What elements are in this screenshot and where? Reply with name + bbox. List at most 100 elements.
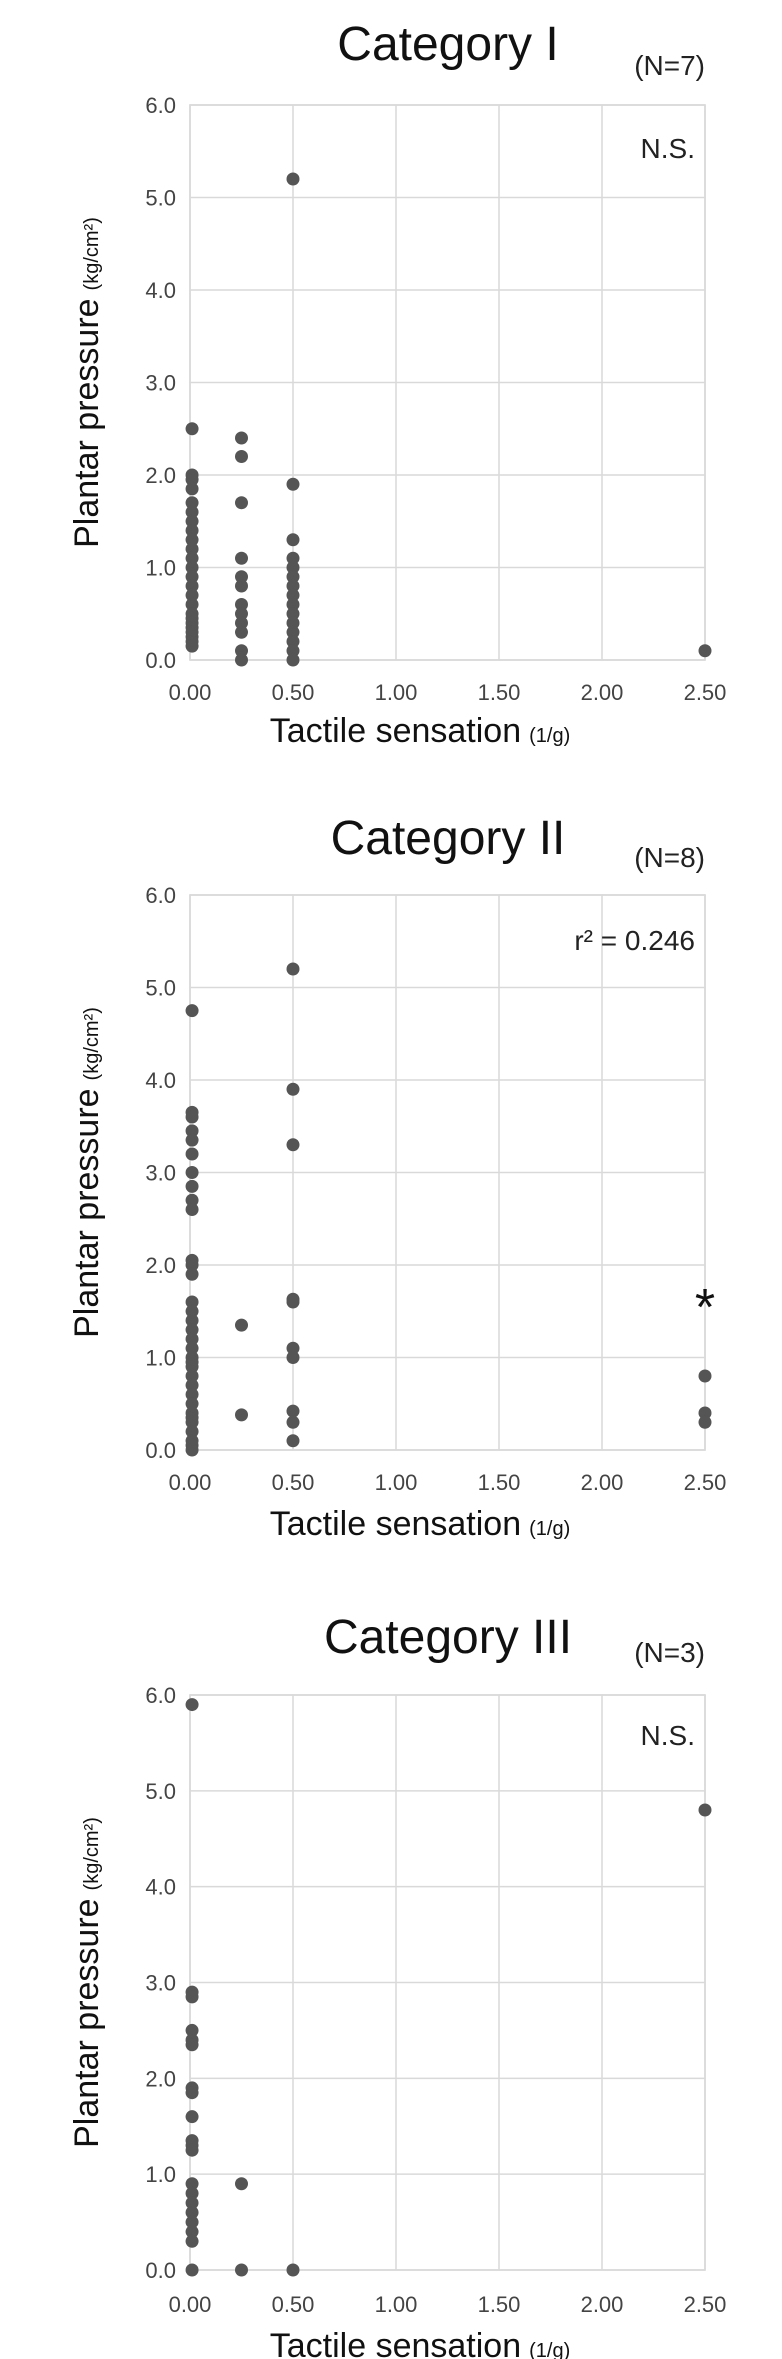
x-tick-label: 1.00 — [375, 1470, 418, 1495]
scatter-point — [235, 551, 248, 565]
scatter-point — [286, 598, 300, 611]
scatter-point — [185, 1323, 199, 1337]
scatter-point — [185, 1166, 199, 1179]
scatter-point — [185, 2215, 199, 2229]
x-tick-label: 1.50 — [478, 680, 521, 705]
y-tick-label: 0.0 — [145, 2258, 176, 2283]
scatter-point — [286, 1434, 300, 1448]
scatter-point — [286, 644, 300, 658]
y-tick-label: 3.0 — [145, 371, 176, 396]
sample-size-label: (N=3) — [634, 1637, 705, 1668]
y-tick-label: 2.0 — [145, 463, 176, 488]
y-tick-label: 1.0 — [145, 2162, 176, 2187]
y-axis-label-text: Plantar pressure — [68, 298, 106, 547]
x-tick-label: 2.50 — [684, 2292, 727, 2317]
scatter-point — [286, 561, 300, 574]
scatter-point — [185, 1004, 199, 1018]
scatter-point — [185, 1698, 199, 1712]
scatter-point — [235, 607, 248, 621]
scatter-point — [185, 505, 199, 519]
significance-label: N.S. — [641, 133, 695, 164]
chart-title: Category II — [331, 812, 566, 865]
y-tick-label: 6.0 — [145, 93, 176, 118]
scatter-point — [698, 1803, 712, 1817]
chart-title: Category I — [337, 18, 558, 71]
scatter-panel-category-i: 0.00 0.50 1.00 1.50 2.00 2.50 0.0 1.0 2.0 3.0 4.0 5… — [0, 0, 782, 790]
scatter-point — [185, 2177, 199, 2191]
scatter-point — [235, 616, 248, 630]
scatter-point — [286, 1404, 300, 1418]
y-tick-label: 3.0 — [145, 1161, 176, 1186]
x-axis-unit: (1/g) — [529, 725, 570, 747]
y-tick-label: 5.0 — [145, 186, 176, 211]
scatter-point — [185, 2263, 199, 2277]
x-axis-label: Tactile sensation (1/g) — [270, 712, 571, 750]
scatter-point — [185, 639, 199, 653]
scatter-point — [185, 2086, 199, 2100]
scatter-point — [185, 1179, 199, 1193]
scatter-point — [185, 2196, 199, 2210]
scatter-point — [698, 1406, 712, 1420]
scatter-point — [235, 598, 248, 611]
scatter-point — [235, 2263, 248, 2277]
scatter-point — [185, 1267, 199, 1281]
x-tick-label: 1.50 — [478, 2292, 521, 2317]
scatter-point — [185, 551, 199, 565]
scatter-point — [185, 473, 199, 487]
scatter-point — [185, 2186, 199, 2200]
scatter-point — [235, 625, 248, 639]
scatter-point — [185, 1388, 199, 1401]
scatter-point — [185, 2206, 199, 2219]
scatter-chart-svg: 0.00 0.50 1.00 1.50 2.00 2.50 0.0 1.0 2.0 3.0 4.0 5… — [68, 18, 726, 750]
x-axis-label-text: Tactile sensation — [270, 1505, 521, 1543]
y-tick-label: 4.0 — [145, 1068, 176, 1093]
scatter-point — [235, 570, 248, 584]
y-tick-label: 1.0 — [145, 1346, 176, 1371]
scatter-chart-svg: 0.00 0.50 1.00 1.50 2.00 2.50 0.0 1.0 2.0 3.0 4.0 5… — [68, 812, 727, 1543]
scatter-point — [286, 616, 300, 630]
x-tick-label: 1.50 — [478, 1470, 521, 1495]
scatter-point — [235, 496, 248, 510]
significance-label: N.S. — [641, 1720, 695, 1751]
scatter-point — [185, 588, 199, 602]
y-tick-label: 1.0 — [145, 556, 176, 581]
scatter-point — [286, 962, 300, 976]
scatter-point — [286, 635, 300, 648]
scatter-point — [185, 1415, 199, 1429]
scatter-point — [185, 1360, 199, 1374]
y-axis-label: Plantar pressure (kg/cm²) — [68, 1007, 106, 1338]
scatter-point — [185, 2023, 199, 2037]
scatter-point — [286, 1138, 300, 1152]
scatter-point — [235, 644, 248, 658]
scatter-point — [185, 1133, 199, 1147]
scatter-point — [185, 1304, 199, 1318]
y-axis-label: Plantar pressure (kg/cm²) — [68, 217, 106, 548]
y-axis-label-text: Plantar pressure — [68, 1898, 106, 2147]
scatter-point — [286, 1351, 300, 1364]
x-tick-label: 1.00 — [375, 680, 418, 705]
scatter-point — [185, 1990, 199, 2004]
sample-size-label: (N=8) — [634, 842, 705, 873]
scatter-point — [185, 482, 199, 496]
x-axis-label-text: Tactile sensation — [270, 712, 521, 750]
y-axis-label: Plantar pressure (kg/cm²) — [68, 1817, 106, 2148]
scatter-point — [185, 570, 199, 584]
x-tick-label: 0.50 — [272, 680, 315, 705]
x-tick-label: 2.50 — [684, 1470, 727, 1495]
scatter-point — [235, 653, 248, 667]
scatter-point — [185, 1332, 199, 1346]
scatter-point — [185, 422, 199, 436]
scatter-panel-category-ii: 0.00 0.50 1.00 1.50 2.00 2.50 0.0 1.0 2.0 3.0 4.0 5… — [0, 790, 782, 1580]
x-axis-label: Tactile sensation (1/g) — [270, 2327, 571, 2359]
y-tick-label: 0.0 — [145, 1438, 176, 1463]
scatter-point — [185, 2143, 199, 2157]
sample-size-label: (N=7) — [634, 50, 705, 81]
scatter-point — [185, 1124, 199, 1138]
scatter-point — [286, 477, 300, 491]
scatter-point — [286, 533, 300, 547]
scatter-point — [185, 533, 199, 547]
scatter-point — [185, 1397, 199, 1411]
scatter-point — [286, 653, 300, 667]
scatter-point — [185, 579, 199, 593]
scatter-point — [286, 551, 300, 565]
